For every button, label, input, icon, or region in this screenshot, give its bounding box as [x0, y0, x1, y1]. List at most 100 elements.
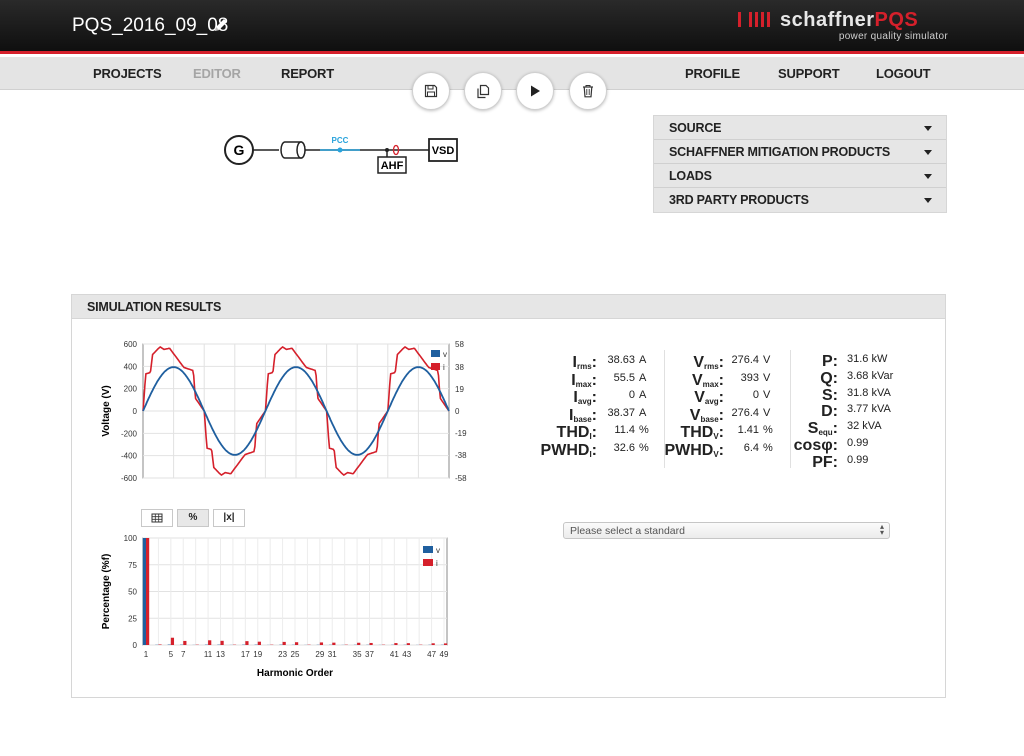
- stat-value: 393: [740, 371, 759, 384]
- bar-i-h7: [183, 640, 187, 645]
- component-accordion: SOURCE SCHAFFNER MITIGATION PRODUCTS LOA…: [653, 115, 947, 213]
- stat-value: 1.41: [737, 424, 759, 436]
- schaffner-logo: schaffnerPQS power quality simulator: [738, 9, 948, 42]
- stat-label: Sequ:: [807, 420, 838, 438]
- accordion-schaffner-mitigation[interactable]: SCHAFFNER MITIGATION PRODUCTS: [654, 140, 946, 164]
- bar-i-h17: [245, 641, 249, 645]
- bar-i-h3: [158, 644, 162, 645]
- legend-label-v: v: [436, 546, 440, 555]
- y2-tick-label: -38: [455, 451, 467, 460]
- stat-subscript: max: [575, 379, 592, 389]
- accordion-3rd-party[interactable]: 3RD PARTY PRODUCTS: [654, 188, 946, 212]
- stat-unit: A: [639, 371, 647, 384]
- stats-divider: [790, 350, 791, 468]
- project-title: PQS_2016_09_08: [72, 15, 229, 36]
- generator-symbol[interactable]: G: [224, 135, 254, 165]
- nav-support[interactable]: SUPPORT: [778, 66, 840, 81]
- copy-icon: [476, 84, 489, 98]
- stat-symbol: V: [691, 371, 703, 389]
- stat-subscript: V: [713, 449, 719, 459]
- absolute-mode-button[interactable]: |x|: [213, 509, 245, 527]
- bar-i-h37: [369, 642, 373, 645]
- accordion-loads[interactable]: LOADS: [654, 164, 946, 188]
- bar-i-h47: [431, 643, 435, 645]
- x-tick-label: 31: [328, 650, 337, 659]
- x-tick-label: 5: [169, 650, 174, 659]
- y2-tick-label: 38: [455, 363, 464, 372]
- stat-value: 31.8 kVA: [847, 386, 891, 399]
- legend-label-v: v: [443, 350, 447, 359]
- stat-symbol: I: [568, 406, 574, 424]
- standard-select[interactable]: Please select a standard ▴ ▾: [563, 522, 890, 539]
- caret-down-icon: [924, 198, 932, 203]
- legend-label-i: i: [436, 559, 438, 568]
- caret-down-icon: [924, 150, 932, 155]
- x-tick-label: 47: [427, 650, 436, 659]
- pencil-icon[interactable]: [213, 17, 229, 33]
- series-line-i: [142, 346, 450, 476]
- stat-label: Vbase:: [689, 406, 724, 424]
- y-axis-label: Percentage (%f): [101, 554, 112, 630]
- stat-symbol: D: [821, 403, 833, 421]
- stats-divider: [664, 350, 665, 468]
- table-view-button[interactable]: [141, 509, 173, 527]
- stat-label: PF:: [812, 453, 838, 471]
- stat-label: cosφ:: [793, 437, 838, 454]
- circuit-schematic: G PCC AHF VSD: [224, 135, 458, 174]
- stat-label: Iavg:: [573, 389, 597, 406]
- legend-label-i: i: [443, 363, 445, 372]
- y-tick-label: 600: [124, 340, 138, 349]
- stat-unit: %: [763, 441, 773, 454]
- bar-i-h41: [394, 643, 398, 645]
- stat-label: Irms:: [572, 354, 597, 371]
- copy-button[interactable]: [464, 72, 502, 110]
- nav-report[interactable]: REPORT: [281, 66, 334, 81]
- vsd-block[interactable]: VSD: [428, 138, 458, 162]
- stat-value: 276.4: [731, 406, 759, 419]
- x-tick-label: 49: [440, 650, 449, 659]
- y2-tick-label: 0: [455, 407, 460, 416]
- stat-subscript: base: [700, 414, 719, 424]
- pcc-node[interactable]: [337, 147, 343, 153]
- legend-swatch-i: [423, 559, 433, 566]
- accordion-source[interactable]: SOURCE: [654, 116, 946, 140]
- y-tick-label: 50: [128, 588, 137, 597]
- stat-value: 55.5: [613, 371, 635, 384]
- bar-i-h49: [444, 643, 448, 645]
- waveform-chart: 600 400 200 0 -200 -400 -600 58 38 19 0 -19 -38 -58 Vo…: [101, 340, 467, 483]
- stat-label: P:: [822, 353, 838, 370]
- cable-symbol[interactable]: [280, 141, 306, 159]
- nav-editor[interactable]: EDITOR: [193, 66, 241, 81]
- stat-label: THDI:: [556, 424, 597, 441]
- stat-subscript: max: [702, 379, 719, 389]
- x-tick-label: 25: [291, 650, 300, 659]
- stat-unit: A: [639, 354, 647, 366]
- bar-i-h19: [257, 641, 261, 645]
- delete-button[interactable]: [569, 72, 607, 110]
- save-button[interactable]: [412, 72, 450, 110]
- stat-subscript: equ: [818, 428, 833, 438]
- run-simulation-button[interactable]: [516, 72, 554, 110]
- bar-i-h31: [332, 642, 336, 645]
- y2-tick-label: 19: [455, 385, 464, 394]
- nav-logout[interactable]: LOGOUT: [876, 66, 931, 81]
- nav-profile[interactable]: PROFILE: [685, 66, 740, 81]
- current-sensor-icon: [392, 144, 400, 156]
- stat-value: 38.37: [607, 406, 635, 419]
- legend-swatch-v: [431, 350, 440, 357]
- stat-symbol: I: [571, 371, 576, 389]
- stat-label: PWHDI:: [540, 441, 597, 459]
- y2-tick-label: 58: [455, 340, 464, 349]
- stat-unit: A: [639, 406, 647, 419]
- stat-value: 0.99: [847, 453, 869, 466]
- bar-v-h1: [142, 538, 146, 645]
- stat-label: Ibase:: [568, 406, 597, 424]
- ahf-block[interactable]: AHF: [377, 156, 407, 174]
- stat-value: 11.4: [614, 424, 635, 436]
- stat-value: 32 kVA: [847, 420, 882, 433]
- nav-projects[interactable]: PROJECTS: [93, 66, 162, 81]
- stat-value: 0.99: [847, 437, 869, 449]
- stat-label: Q:: [820, 369, 838, 387]
- percent-mode-button[interactable]: %: [177, 509, 209, 527]
